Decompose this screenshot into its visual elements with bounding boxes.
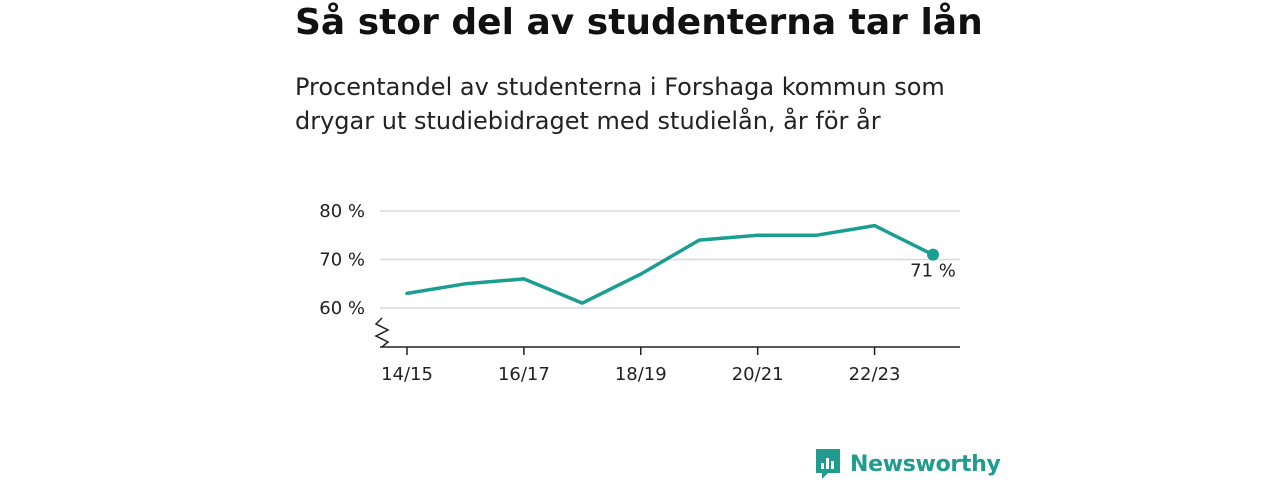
x-tick-label: 14/15	[381, 364, 433, 385]
x-tick-label: 18/19	[615, 364, 667, 385]
y-axis-ticks: 60 % 70 % 80 %	[319, 201, 365, 319]
newsworthy-brand: Newsworthy	[814, 446, 1001, 482]
brand-name: Newsworthy	[850, 451, 1001, 477]
gridlines	[380, 210, 960, 309]
x-tick-label: 22/23	[849, 364, 901, 385]
series-line-group: 71 %	[405, 223, 956, 305]
chart-title: Så stor del av studenterna tar lån	[295, 2, 983, 43]
y-tick-label: 80 %	[319, 201, 365, 222]
y-tick-label: 60 %	[319, 298, 365, 319]
newsworthy-logo-icon	[816, 449, 840, 479]
axis-break-icon	[374, 317, 390, 348]
last-point-marker	[927, 248, 939, 261]
x-axis-ticks: 14/15 16/17 18/19 20/21 22/23	[381, 347, 900, 385]
chart-subtitle: Procentandel av studenterna i Forshaga k…	[295, 73, 945, 135]
x-tick-label: 20/21	[732, 364, 784, 385]
series-line	[405, 223, 935, 305]
last-point-label: 71 %	[910, 261, 956, 282]
y-tick-label: 70 %	[319, 250, 365, 271]
x-axis	[374, 317, 960, 348]
x-tick-label: 16/17	[498, 364, 550, 385]
